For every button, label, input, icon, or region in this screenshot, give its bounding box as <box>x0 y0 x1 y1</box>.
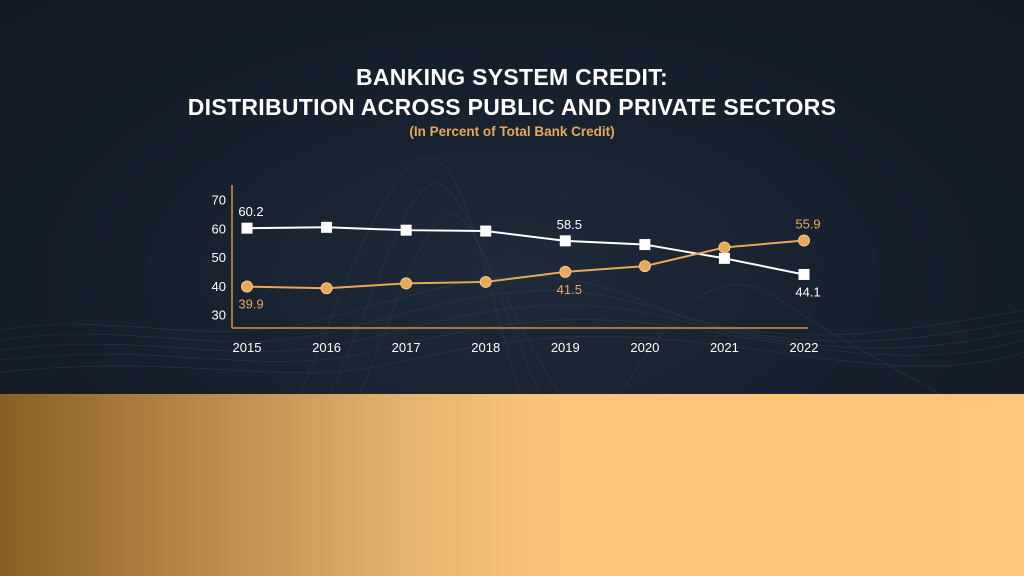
series-2-point <box>718 241 731 254</box>
series-2-point <box>479 275 492 288</box>
data-labels: 60.2 58.5 44.1 39.9 41.5 55.9 <box>238 204 820 311</box>
chart-title-line1: BANKING SYSTEM CREDIT: <box>355 64 668 90</box>
y-tick-label: 40 <box>212 279 226 294</box>
series-markers <box>241 221 810 295</box>
data-label: 58.5 <box>557 217 582 232</box>
chart-title-line2: DISTRIBUTION ACROSS PUBLIC AND PRIVATE S… <box>187 94 837 120</box>
series-1-point <box>480 225 492 237</box>
series-2-point <box>241 280 253 293</box>
chart-axes <box>231 185 808 329</box>
x-tick-label: 2017 <box>392 340 421 355</box>
x-tick-label: 2019 <box>551 340 580 355</box>
background-wave-pattern <box>0 157 1024 394</box>
series-1-point <box>400 224 412 236</box>
data-label: 44.1 <box>795 284 820 299</box>
x-tick-label: 2021 <box>710 340 739 355</box>
series-2-point <box>400 277 413 290</box>
series-1-point <box>639 239 651 251</box>
y-tick-label: 70 <box>212 193 226 208</box>
chart-subtitle: (In Percent of Total Bank Credit) <box>409 124 615 139</box>
series-line-2 <box>246 239 805 290</box>
y-axis-ticks: 70 60 50 40 30 <box>212 193 226 323</box>
y-tick-label: 60 <box>212 221 226 236</box>
x-tick-label: 2020 <box>630 340 659 355</box>
data-label: 60.2 <box>238 204 263 219</box>
data-label: 39.9 <box>238 297 263 312</box>
data-label: 41.5 <box>557 282 582 297</box>
series-2-point <box>559 265 572 278</box>
series-1-point <box>321 221 333 233</box>
series-2-point <box>320 282 333 295</box>
x-tick-label: 2016 <box>312 340 341 355</box>
series-2-point <box>798 234 810 247</box>
x-tick-label: 2015 <box>233 340 262 355</box>
series-line-1 <box>246 226 805 276</box>
x-tick-label: 2018 <box>471 340 500 355</box>
y-tick-label: 30 <box>212 308 226 323</box>
series-1-point <box>798 268 810 280</box>
series-2-point <box>638 260 651 273</box>
x-axis-ticks: 2015 2016 2017 2018 2019 2020 2021 2022 <box>233 340 819 355</box>
data-label: 55.9 <box>795 217 820 232</box>
series-1-point <box>718 252 730 264</box>
series-lines <box>246 226 805 290</box>
series-1-point <box>559 235 571 247</box>
series-1-point <box>241 222 253 234</box>
y-tick-label: 50 <box>212 250 226 265</box>
gold-bottom-band <box>0 394 1024 576</box>
x-tick-label: 2022 <box>790 340 819 355</box>
